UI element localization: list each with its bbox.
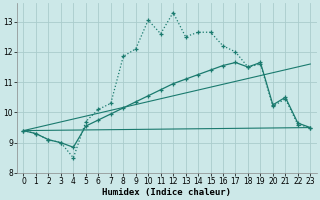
X-axis label: Humidex (Indice chaleur): Humidex (Indice chaleur): [102, 188, 231, 197]
